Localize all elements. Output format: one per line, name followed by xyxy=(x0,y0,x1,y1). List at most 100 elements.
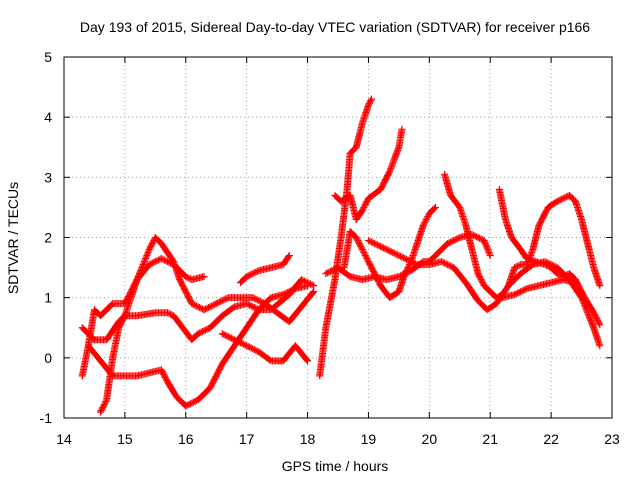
data-marker xyxy=(238,273,251,285)
series-track-7 xyxy=(237,252,293,287)
data-markers xyxy=(78,95,604,416)
data-marker xyxy=(147,366,165,376)
x-tick-label-22: 22 xyxy=(543,431,559,447)
series-track-16 xyxy=(498,276,579,302)
data-marker xyxy=(134,261,153,282)
data-marker xyxy=(359,247,372,266)
data-marker xyxy=(200,306,208,314)
data-marker xyxy=(584,241,598,272)
data-marker xyxy=(533,258,549,269)
y-tick-label-2: 2 xyxy=(44,230,52,246)
data-marker xyxy=(395,125,406,150)
x-tick-label-21: 21 xyxy=(482,431,498,447)
data-marker xyxy=(578,217,592,248)
data-marker xyxy=(202,300,220,313)
data-marker xyxy=(269,291,287,301)
data-marker xyxy=(189,330,202,343)
data-marker xyxy=(581,295,598,317)
data-marker xyxy=(269,261,287,271)
data-marker xyxy=(390,249,409,263)
data-marker xyxy=(322,276,339,330)
data-marker xyxy=(572,199,586,223)
data-marker xyxy=(220,331,238,344)
data-marker xyxy=(441,172,455,199)
data-marker xyxy=(244,306,263,330)
data-marker xyxy=(176,277,196,308)
data-marker xyxy=(347,229,360,241)
data-marker xyxy=(509,235,525,254)
data-marker xyxy=(427,203,439,216)
data-marker xyxy=(238,294,257,302)
data-marker xyxy=(195,384,214,403)
data-marker xyxy=(164,379,181,401)
data-marker xyxy=(340,227,354,270)
data-marker xyxy=(529,221,543,252)
data-marker xyxy=(353,206,366,222)
x-tick-label-23: 23 xyxy=(604,431,620,447)
data-marker xyxy=(171,262,190,281)
data-marker xyxy=(386,143,403,174)
x-tick-label-14: 14 xyxy=(56,431,72,447)
x-tick-label-20: 20 xyxy=(422,431,438,447)
y-axis-label: SDTVAR / TECUs xyxy=(5,182,21,294)
data-marker xyxy=(456,205,470,229)
data-marker xyxy=(92,336,111,344)
data-marker xyxy=(207,360,226,391)
data-marker xyxy=(377,167,394,192)
y-tick-label--1: -1 xyxy=(40,410,53,426)
data-marker xyxy=(110,300,129,308)
data-marker xyxy=(462,223,476,254)
data-marker xyxy=(502,217,516,241)
data-marker xyxy=(481,283,494,296)
data-marker xyxy=(244,343,263,356)
data-marker xyxy=(433,240,452,258)
data-marker xyxy=(153,309,172,317)
data-marker xyxy=(481,238,494,260)
data-marker xyxy=(545,197,561,211)
data-marker xyxy=(359,101,372,126)
data-marker xyxy=(500,291,519,301)
y-tick-label-0: 0 xyxy=(44,350,52,366)
data-marker xyxy=(496,187,509,223)
series-track-15 xyxy=(504,191,604,290)
plot-frame xyxy=(63,56,613,419)
data-marker xyxy=(195,324,214,337)
y-tick-label-4: 4 xyxy=(44,109,52,125)
data-marker xyxy=(98,358,117,380)
data-marker xyxy=(366,185,385,201)
data-marker xyxy=(505,264,519,288)
data-marker xyxy=(97,408,105,416)
data-marker xyxy=(451,265,470,287)
data-marker xyxy=(536,203,552,228)
data-marker xyxy=(286,303,305,324)
chart-title: Day 193 of 2015, Sidereal Day-to-day VTE… xyxy=(80,19,590,35)
data-marker xyxy=(518,261,531,269)
data-marker xyxy=(414,221,427,246)
data-marker xyxy=(159,255,178,269)
data-marker xyxy=(85,343,105,365)
data-marker xyxy=(79,342,92,378)
data-marker xyxy=(343,149,354,192)
data-marker xyxy=(79,325,98,344)
data-marker xyxy=(250,294,269,308)
series-track-11 xyxy=(322,230,494,284)
x-tick-label-16: 16 xyxy=(178,431,194,447)
data-marker xyxy=(269,357,287,365)
x-axis-label: GPS time / hours xyxy=(282,458,389,474)
series-track-13 xyxy=(441,170,506,302)
x-tick-label-15: 15 xyxy=(117,431,133,447)
data-marker xyxy=(359,194,372,213)
data-marker xyxy=(98,300,117,319)
data-marker xyxy=(316,324,330,378)
data-marker xyxy=(353,119,366,150)
data-marker xyxy=(109,324,123,360)
data-marker xyxy=(543,261,555,272)
data-marker xyxy=(293,282,312,292)
data-marker xyxy=(183,396,202,409)
data-marker xyxy=(298,288,318,309)
data-marker xyxy=(189,273,208,283)
data-marker xyxy=(280,252,293,267)
data-marker xyxy=(292,343,312,365)
